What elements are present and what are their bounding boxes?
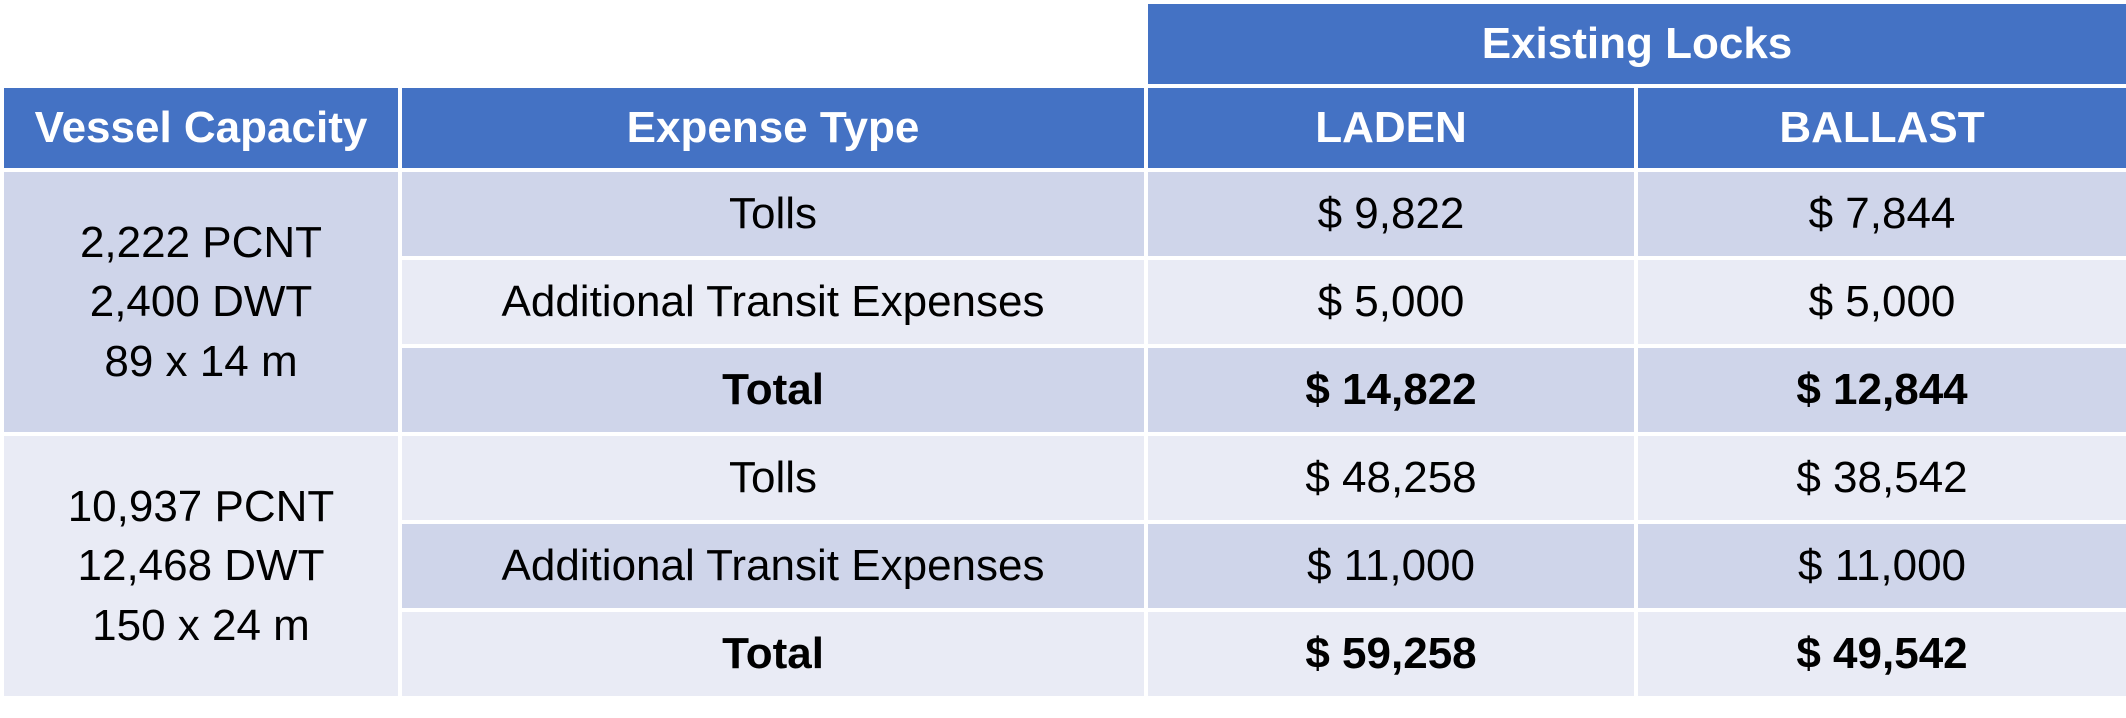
laden-value-cell: $ 5,000 — [1144, 256, 1638, 348]
table-row: 2,222 PCNT 2,400 DWT 89 x 14 m Tolls $ 9… — [0, 168, 2126, 436]
table-row: Additional Transit Expenses $ 5,000 $ 5,… — [2, 256, 2126, 348]
laden-value-cell: $ 9,822 — [1144, 168, 1638, 260]
vessel-pcnt: 2,222 PCNT — [79, 217, 323, 267]
transit-cost-table: Existing Locks Vessel Capacity Expense T… — [0, 0, 2126, 700]
table-row: 10,937 PCNT 12,468 DWT 150 x 24 m Tolls … — [0, 432, 2126, 700]
expense-type-cell: Additional Transit Expenses — [398, 256, 1148, 348]
vessel-capacity-header: Vessel Capacity — [0, 84, 402, 172]
table-super-header-row: Existing Locks — [0, 0, 2126, 88]
laden-total-cell: $ 59,258 — [1144, 608, 1638, 700]
ballast-value-cell: $ 5,000 — [1633, 256, 2126, 348]
vessel-dwt: 2,400 DWT — [89, 277, 313, 327]
vessel-dimensions: 150 x 24 m — [92, 600, 310, 650]
expense-type-header: Expense Type — [398, 84, 1148, 172]
laden-value-cell: $ 11,000 — [1144, 520, 1638, 612]
table-row: Additional Transit Expenses $ 11,000 $ 1… — [2, 520, 2126, 612]
blank-header-cell — [0, 0, 1148, 88]
laden-total-cell: $ 14,822 — [1144, 344, 1638, 436]
vessel-capacity-cell: 2,222 PCNT 2,400 DWT 89 x 14 m — [0, 168, 402, 436]
laden-value-cell: $ 48,258 — [1144, 432, 1638, 524]
expense-type-cell: Tolls — [398, 168, 1148, 260]
table-total-row: Total $ 14,822 $ 12,844 — [2, 344, 2126, 436]
expense-type-cell: Tolls — [398, 432, 1148, 524]
expense-type-total-cell: Total — [398, 608, 1148, 700]
laden-header: LADEN — [1144, 84, 1638, 172]
ballast-total-cell: $ 12,844 — [1633, 344, 2126, 436]
vessel-capacity-cell: 10,937 PCNT 12,468 DWT 150 x 24 m — [0, 432, 402, 700]
ballast-value-cell: $ 7,844 — [1633, 168, 2126, 260]
existing-locks-header: Existing Locks — [1143, 0, 2126, 88]
vessel-dimensions: 89 x 14 m — [104, 336, 298, 386]
table-column-header-row: Vessel Capacity Expense Type LADEN BALLA… — [0, 84, 2126, 172]
ballast-header: BALLAST — [1633, 84, 2126, 172]
ballast-total-cell: $ 49,542 — [1633, 608, 2126, 700]
expense-type-total-cell: Total — [398, 344, 1148, 436]
vessel-pcnt: 10,937 PCNT — [67, 481, 335, 531]
expense-type-cell: Additional Transit Expenses — [398, 520, 1148, 612]
table-total-row: Total $ 59,258 $ 49,542 — [2, 608, 2126, 700]
ballast-value-cell: $ 11,000 — [1633, 520, 2126, 612]
vessel-dwt: 12,468 DWT — [77, 541, 325, 591]
ballast-value-cell: $ 38,542 — [1633, 432, 2126, 524]
